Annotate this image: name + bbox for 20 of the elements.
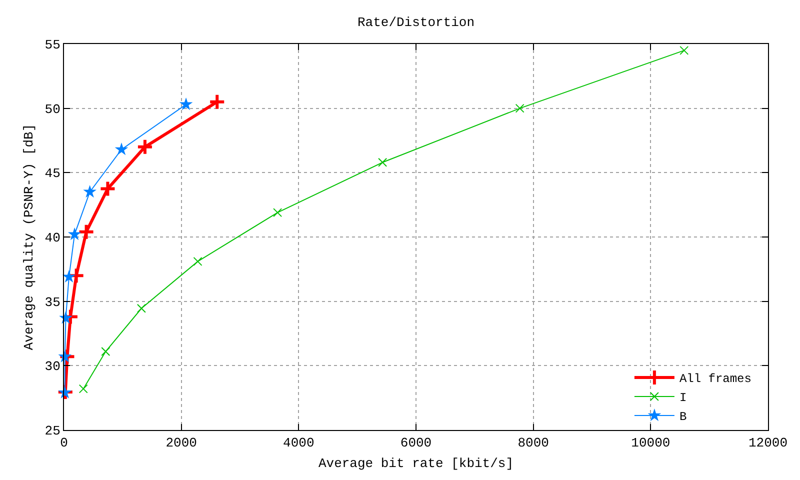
x-tick-label: 0	[60, 436, 68, 451]
legend-label: B	[679, 410, 687, 424]
y-tick-label: 35	[44, 294, 60, 310]
x-tick-label: 4000	[283, 436, 314, 451]
x-tick-label: 12000	[748, 436, 788, 451]
y-tick-label: 40	[44, 230, 60, 246]
y-tick-label: 50	[44, 102, 60, 117]
y-tick-label: 45	[44, 166, 60, 182]
chart-title: Rate/Distortion	[357, 15, 475, 30]
y-axis-title: Average quality (PSNR-Y) [dB]	[22, 124, 37, 350]
x-tick-label: 8000	[518, 436, 549, 451]
y-tick-label: 55	[44, 38, 60, 53]
legend-label: All frames	[679, 372, 752, 386]
x-tick-label: 10000	[631, 436, 670, 451]
x-tick-label: 6000	[400, 436, 432, 451]
legend-label: I	[679, 391, 687, 406]
y-tick-label: 30	[44, 359, 60, 374]
x-axis-title: Average bit rate [kbit/s]	[318, 456, 514, 472]
x-tick-label: 2000	[166, 436, 197, 451]
y-tick-label: 25	[44, 424, 60, 439]
